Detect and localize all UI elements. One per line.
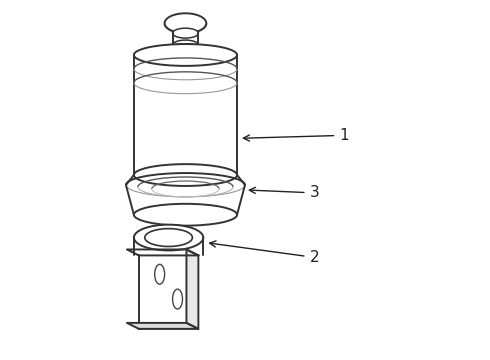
Ellipse shape: [156, 44, 215, 58]
Ellipse shape: [172, 28, 198, 38]
Text: 3: 3: [249, 185, 319, 201]
Bar: [139, 255, 198, 329]
Ellipse shape: [172, 40, 198, 50]
Polygon shape: [187, 249, 198, 329]
Text: 2: 2: [210, 241, 319, 265]
Polygon shape: [127, 323, 198, 329]
Ellipse shape: [145, 229, 193, 247]
Text: 1: 1: [244, 128, 349, 143]
Ellipse shape: [134, 44, 237, 66]
Ellipse shape: [134, 225, 203, 251]
Ellipse shape: [165, 13, 206, 33]
Ellipse shape: [134, 164, 237, 186]
Ellipse shape: [172, 289, 182, 309]
Polygon shape: [127, 249, 198, 255]
Ellipse shape: [134, 204, 237, 226]
Ellipse shape: [155, 264, 165, 284]
